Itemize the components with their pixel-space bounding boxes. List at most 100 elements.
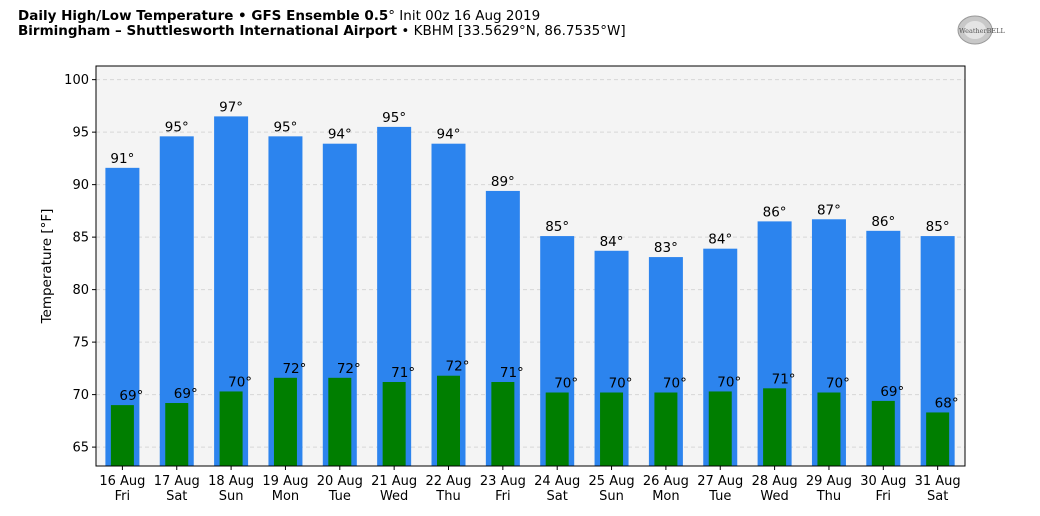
x-tick-weekday: Fri [115,489,131,504]
low-temp-bar [871,400,895,466]
x-tick-weekday: Sun [599,489,624,504]
x-tick-weekday: Tue [708,489,731,504]
low-temp-bar [273,377,297,466]
header-location: Birmingham – Shuttlesworth International… [18,23,398,39]
low-temp-bar [437,375,460,466]
x-tick-date: 20 Aug [317,474,363,489]
high-temp-label: 95° [273,119,297,135]
x-tick-weekday: Tue [328,489,351,504]
header-degree: ° [388,8,396,24]
header-line-2: Birmingham – Shuttlesworth International… [18,24,626,39]
low-temp-bar [491,382,515,466]
low-temp-label: 71° [772,371,796,387]
low-temp-bar [110,405,134,466]
high-temp-label: 84° [708,232,732,248]
x-tick-date: 29 Aug [806,474,852,489]
x-tick-weekday: Mon [652,489,679,504]
header-station: • KBHM [33.5629°N, 86.7535°W] [397,23,626,39]
x-tick-weekday: Wed [380,489,408,504]
low-temp-label: 72° [446,359,470,375]
y-tick-label: 75 [72,336,89,351]
high-temp-label: 86° [763,204,787,220]
x-tick-date: 24 Aug [534,474,580,489]
x-tick-date: 18 Aug [208,474,254,489]
low-temp-label: 70° [826,376,850,392]
x-tick-weekday: Sun [219,489,244,504]
x-tick-weekday: Sat [927,489,948,504]
low-temp-bar [708,391,732,466]
high-temp-label: 94° [328,127,352,143]
x-tick-weekday: Sat [547,489,568,504]
y-axis: 65 70 75 80 85 90 95 100 [64,73,96,456]
x-tick-date: 26 Aug [643,474,689,489]
logo-text: WeatherBELL [959,27,1005,35]
low-temp-label: 69° [119,388,143,404]
low-temp-bar [328,377,352,466]
low-temp-label: 71° [500,365,524,381]
low-temp-label: 70° [663,376,687,392]
low-temp-bar [382,382,406,466]
header-init: Init 00z 16 Aug 2019 [395,8,541,24]
x-tick-weekday: Fri [495,489,511,504]
low-temp-bar [654,392,678,466]
y-axis-label: Temperature [°F] [39,209,55,325]
y-tick-label: 70 [72,388,89,403]
x-tick-date: 23 Aug [480,474,526,489]
x-tick-date: 30 Aug [860,474,906,489]
bars [105,116,955,467]
chart-header: Daily High/Low Temperature • GFS Ensembl… [18,9,626,39]
high-temp-label: 94° [437,127,461,143]
header-line-1: Daily High/Low Temperature • GFS Ensembl… [18,9,626,24]
low-temp-label: 72° [282,361,306,377]
y-tick-label: 100 [64,73,89,88]
low-temp-bar [219,391,243,466]
low-temp-label: 70° [554,376,578,392]
y-tick-label: 80 [72,283,89,298]
y-tick-label: 95 [72,126,89,141]
low-temp-bar [926,412,950,466]
x-tick-weekday: Wed [760,489,788,504]
low-temp-bar [165,403,189,466]
x-tick-weekday: Thu [816,489,841,504]
high-temp-label: 89° [491,174,515,190]
x-tick-weekday: Mon [272,489,299,504]
x-tick-date: 16 Aug [99,474,145,489]
low-temp-label: 69° [174,386,198,402]
high-temp-label: 84° [600,234,624,250]
low-temp-bar [817,392,841,466]
high-temp-label: 83° [654,240,678,256]
x-tick-weekday: Fri [876,489,892,504]
y-tick-label: 90 [72,178,89,193]
low-temp-label: 70° [717,374,741,390]
y-tick-label: 65 [72,441,89,456]
low-temp-label: 70° [228,374,252,390]
high-temp-label: 95° [165,119,189,135]
x-tick-weekday: Thu [435,489,460,504]
high-temp-label: 85° [926,219,950,235]
high-temp-label: 91° [110,151,134,167]
high-temp-label: 85° [545,219,569,235]
x-tick-date: 21 Aug [371,474,417,489]
low-temp-bar [545,392,569,466]
high-temp-label: 86° [871,214,895,230]
high-temp-label: 95° [382,110,406,126]
x-tick-weekday: Sat [166,489,187,504]
bar-value-labels: 91° 69° 95° 69° 97° 70° 95° 72° 94° 72° 95° 71° 94° 7… [110,99,958,411]
low-temp-label: 71° [391,365,415,381]
x-tick-date: 22 Aug [425,474,471,489]
x-tick-date: 27 Aug [697,474,743,489]
low-temp-bar [763,388,787,466]
high-temp-label: 87° [817,202,841,218]
plot-frame [95,65,966,467]
low-temp-label: 72° [337,361,361,377]
low-temp-label: 70° [609,376,633,392]
x-tick-date: 28 Aug [752,474,798,489]
low-temp-label: 68° [935,395,959,411]
y-tick-label: 85 [72,231,89,246]
low-temp-label: 69° [880,384,904,400]
low-temp-bar [600,392,624,466]
high-temp-label: 97° [219,99,243,115]
x-tick-date: 17 Aug [154,474,200,489]
